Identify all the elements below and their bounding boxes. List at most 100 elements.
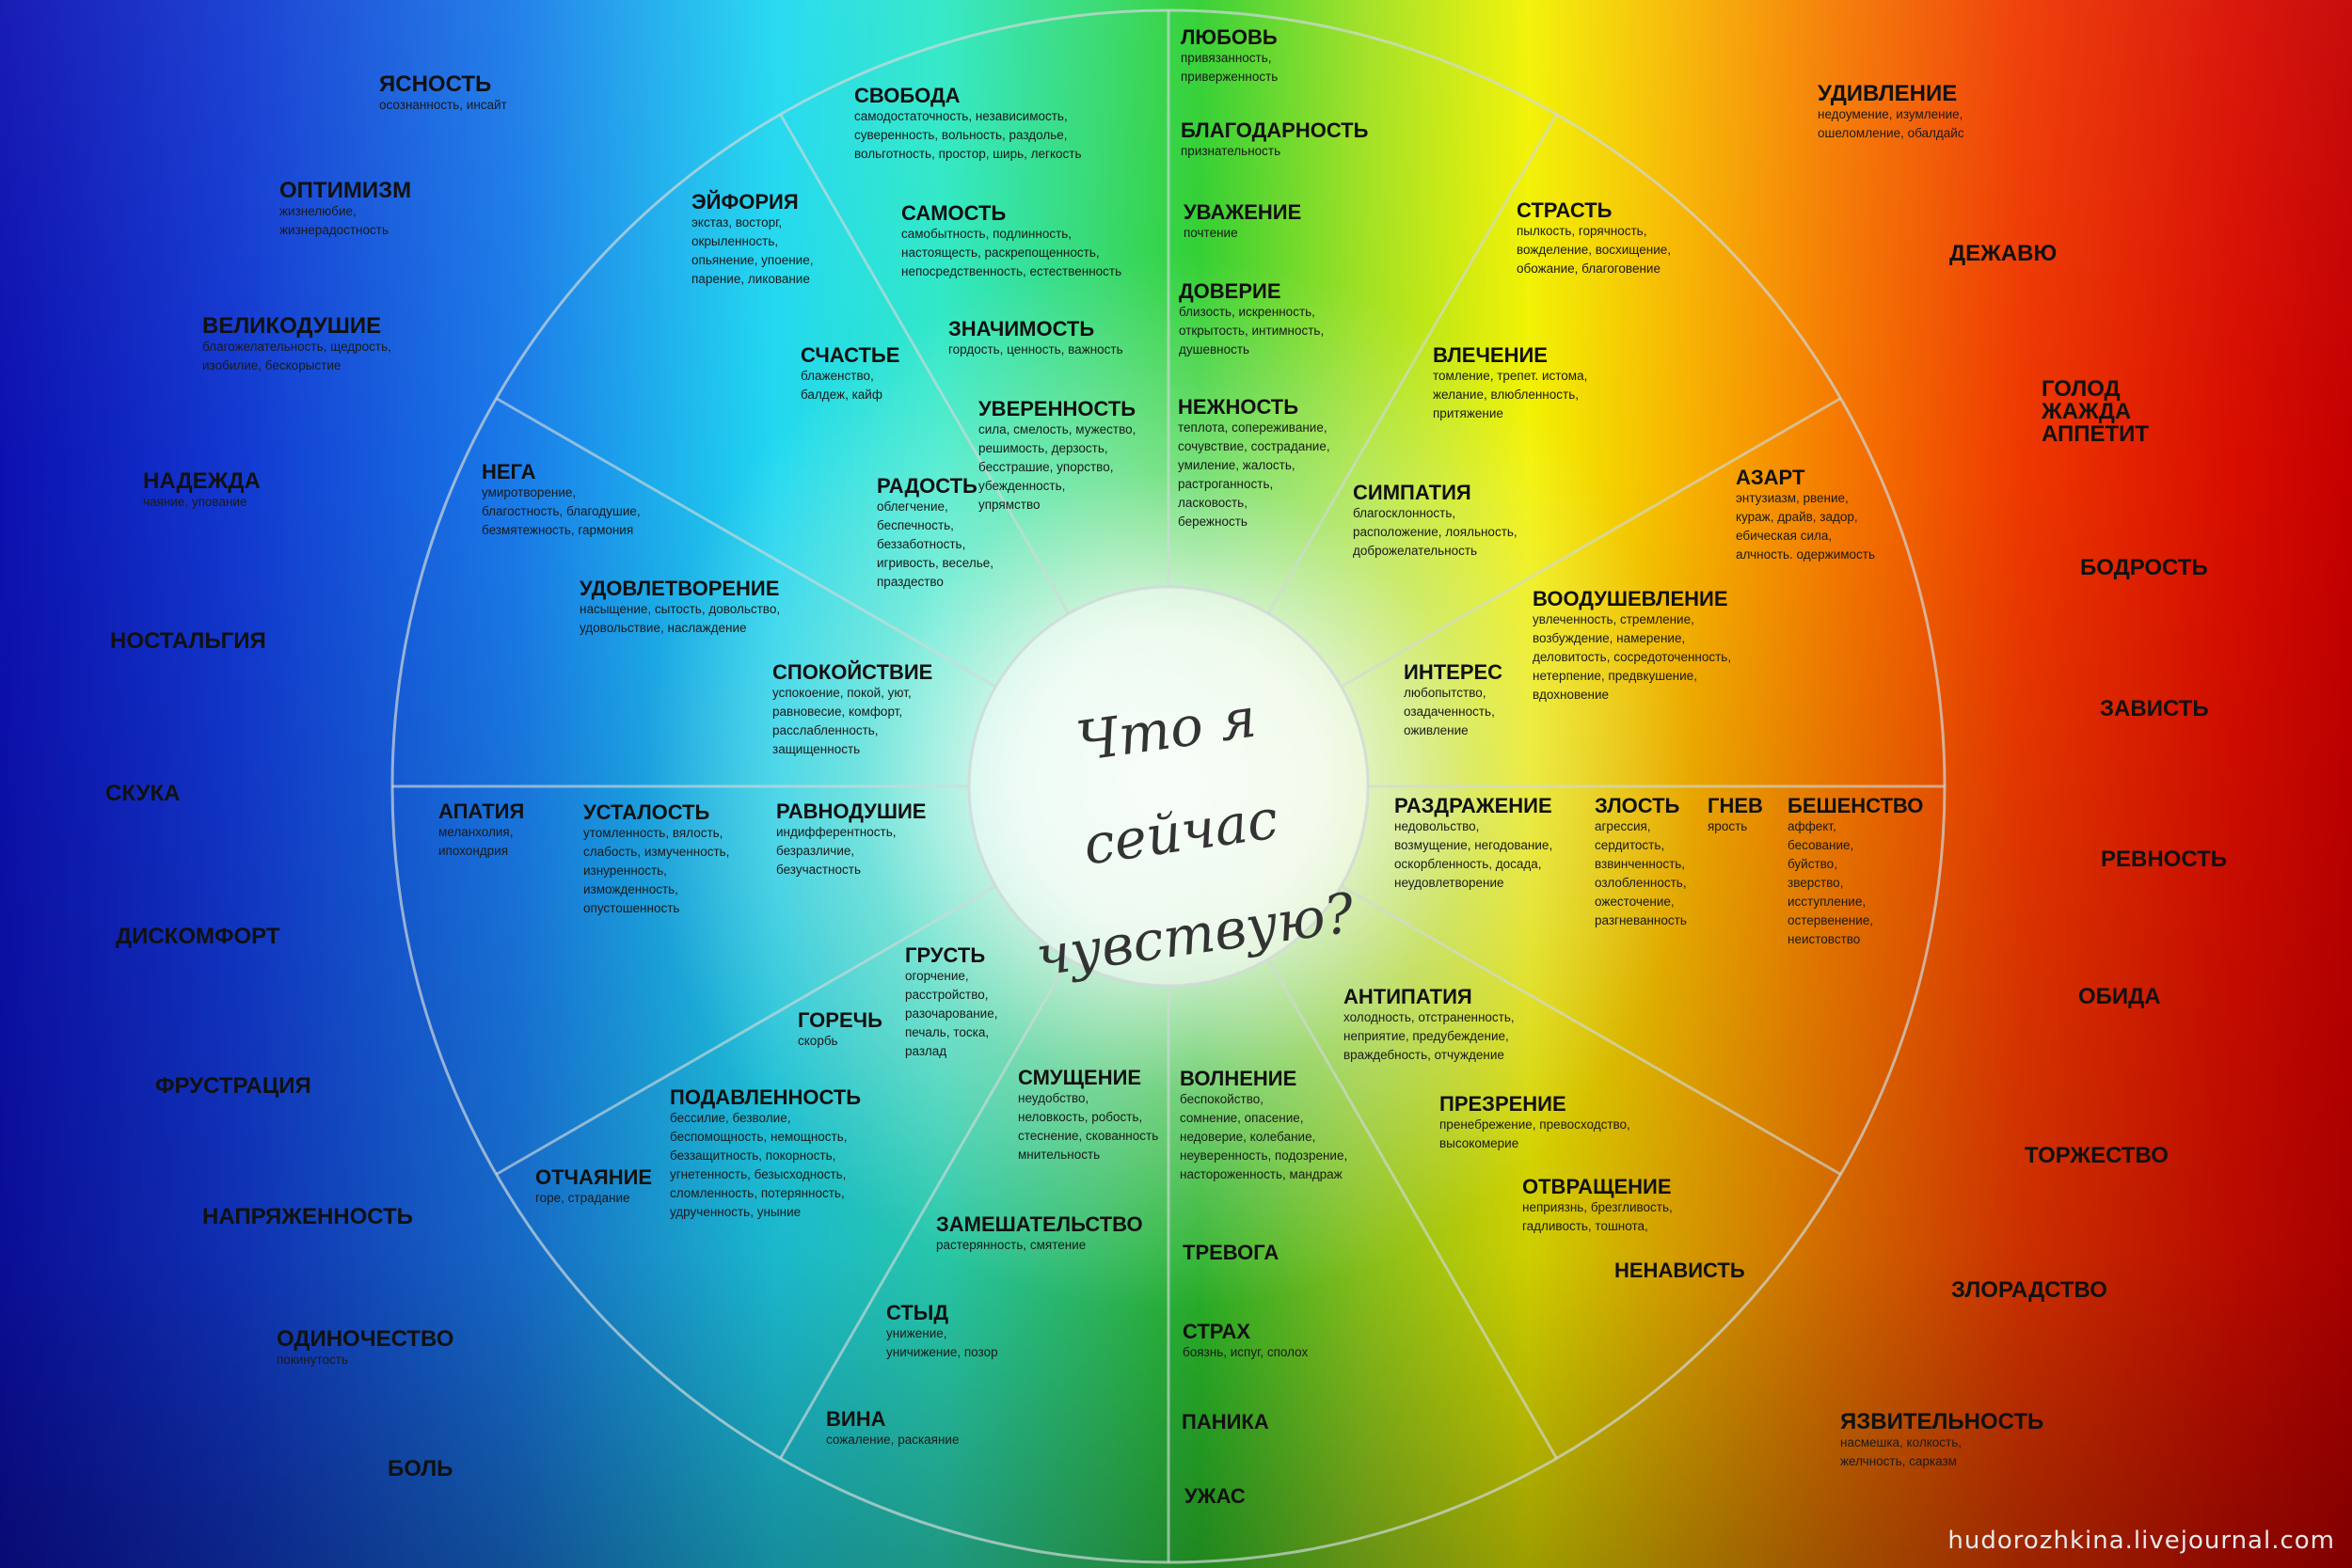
- emotion-title: СКУКА: [105, 781, 181, 806]
- emotion-title: УДОВЛЕТВОРЕНИЕ: [580, 577, 780, 600]
- emotion-synonyms: успокоение, покой, уют, равновесие, комф…: [772, 686, 912, 756]
- emotion-synonyms: насмешка, колкость, желчность, сарказм: [1840, 1435, 1962, 1468]
- emotion-title: НЕГА: [482, 460, 536, 483]
- emotion-стыд: СТЫД унижение, уничижение, позор: [886, 1302, 998, 1362]
- emotion-ностальгия: НОСТАЛЬГИЯ: [110, 630, 266, 653]
- emotion-title: ЗЛОРАДСТВО: [1951, 1277, 2107, 1303]
- emotion-synonyms: аффект, бесование, буйство, зверство, ис…: [1788, 819, 1874, 946]
- emotion-synonyms: беспокойство, сомнение, опасение, недове…: [1180, 1092, 1348, 1181]
- emotion-title: БОЛЬ: [388, 1456, 453, 1481]
- emotion-title: ВЛЕЧЕНИЕ: [1433, 343, 1548, 367]
- emotion-title: УДИВЛЕНИЕ: [1818, 81, 1958, 106]
- emotion-title: УСТАЛОСТЬ: [583, 800, 710, 824]
- emotion-фрустрация: ФРУСТРАЦИЯ: [155, 1075, 311, 1098]
- emotion-голод: ГОЛОД ЖАЖДА АППЕТИТ: [2042, 378, 2149, 446]
- emotion-нежность: НЕЖНОСТЬ теплота, сопереживание, сочувств…: [1178, 396, 1330, 531]
- emotion-title: ЗАВИСТЬ: [2100, 696, 2209, 721]
- emotion-грусть: ГРУСТЬ огорчение, расстройство, разочаров…: [905, 944, 997, 1061]
- emotion-счастье: СЧАСТЬЕ блаженство, балдеж, кайф: [801, 344, 899, 404]
- emotion-title: СПОКОЙСТВИЕ: [772, 660, 933, 684]
- emotion-synonyms: почтение: [1184, 226, 1238, 240]
- emotion-title: ФРУСТРАЦИЯ: [155, 1073, 311, 1099]
- emotion-смущение: СМУЩЕНИЕ неудобство, неловкость, робость,…: [1018, 1067, 1158, 1164]
- emotion-synonyms: самодостаточность, независимость, сувере…: [854, 109, 1082, 161]
- wheel-spokes: [392, 10, 1945, 1562]
- emotion-synonyms: ярость: [1708, 819, 1748, 833]
- emotion-интерес: ИНТЕРЕС любопытство, озадаченность, оживл…: [1404, 661, 1502, 740]
- emotion-title: УВЕРЕННОСТЬ: [978, 397, 1136, 420]
- emotion-одиночество: ОДИНОЧЕСТВО покинутость: [277, 1328, 453, 1370]
- emotion-тревога: ТРЕВОГА: [1183, 1242, 1279, 1264]
- emotion-synonyms: покинутость: [277, 1353, 348, 1367]
- emotion-title: РЕВНОСТЬ: [2101, 847, 2227, 872]
- emotion-нега: НЕГА умиротворение, благостность, благоду…: [482, 461, 641, 540]
- emotion-synonyms: скорбь: [798, 1034, 838, 1048]
- emotion-synonyms: недоумение, изумление, ошеломление, обал…: [1818, 107, 1964, 140]
- emotion-влечение: ВЛЕЧЕНИЕ томление, трепет. истома, желани…: [1433, 344, 1587, 423]
- emotion-synonyms: унижение, уничижение, позор: [886, 1326, 998, 1359]
- emotion-synonyms: сожаление, раскаяние: [826, 1433, 960, 1447]
- emotion-надежда: НАДЕЖДА чаяние, упование: [143, 470, 261, 512]
- emotion-ревность: РЕВНОСТЬ: [2101, 848, 2227, 871]
- emotion-доверие: ДОВЕРИЕ близость, искренность, открытость…: [1179, 280, 1324, 359]
- emotion-зависть: ЗАВИСТЬ: [2100, 698, 2209, 721]
- emotion-бодрость: БОДРОСТЬ: [2080, 557, 2208, 579]
- emotion-дежавю: ДЕЖАВЮ: [1949, 243, 2057, 265]
- wheel-spoke: [1340, 397, 1842, 689]
- emotion-дискомфорт: ДИСКОМФОРТ: [116, 926, 280, 948]
- emotion-title: УВАЖЕНИЕ: [1184, 200, 1302, 224]
- emotion-title: СЧАСТЬЕ: [801, 343, 900, 367]
- emotion-title: ЯЗВИТЕЛЬНОСТЬ: [1840, 1409, 2044, 1434]
- emotion-synonyms: экстаз, восторг, окрыленность, опьянение…: [691, 215, 814, 286]
- emotion-synonyms: самобытность, подлинность, настоящесть, …: [901, 227, 1122, 278]
- emotion-synonyms: меланхолия, ипохондрия: [438, 825, 514, 858]
- emotion-title: СТЫД: [886, 1301, 948, 1324]
- emotion-synonyms: огорчение, расстройство, разочарование, …: [905, 969, 998, 1058]
- emotion-title: ОБИДА: [2078, 984, 2161, 1009]
- emotion-title: САМОСТЬ: [901, 201, 1007, 225]
- emotion-title: ОПТИМИЗМ: [279, 178, 412, 203]
- emotion-synonyms: агрессия, сердитость, взвинченность, озл…: [1595, 819, 1687, 927]
- emotion-synonyms: растерянность, смятение: [936, 1238, 1087, 1252]
- emotion-оптимизм: ОПТИМИЗМ жизнелюбие, жизнерадостность: [279, 180, 411, 240]
- emotion-synonyms: пренебрежение, превосходство, высокомери…: [1439, 1117, 1630, 1150]
- emotion-synonyms: теплота, сопереживание, сочувствие, сост…: [1178, 420, 1330, 529]
- emotion-title: НАПРЯЖЕННОСТЬ: [202, 1204, 413, 1229]
- emotion-title: РАЗДРАЖЕНИЕ: [1394, 794, 1552, 817]
- emotion-удовлетворение: УДОВЛЕТВОРЕНИЕ насыщение, сытость, доволь…: [580, 578, 780, 638]
- emotion-synonyms: облегчение, беспечность, беззаботность, …: [877, 499, 994, 589]
- emotion-title: ВИНА: [826, 1407, 886, 1431]
- emotion-synonyms: любопытство, озадаченность, оживление: [1404, 686, 1495, 737]
- emotion-title: ОТВРАЩЕНИЕ: [1522, 1175, 1672, 1198]
- emotion-воодушевление: ВООДУШЕВЛЕНИЕ увлеченность, стремление, в…: [1533, 588, 1731, 705]
- emotion-title: ЗЛОСТЬ: [1595, 794, 1680, 817]
- emotion-title: БОДРОСТЬ: [2080, 555, 2208, 580]
- emotion-гнев: ГНЕВ ярость: [1708, 795, 1763, 836]
- emotion-title: АПАТИЯ: [438, 800, 525, 823]
- emotion-title: АНТИПАТИЯ: [1343, 985, 1472, 1008]
- emotion-title: ОДИНОЧЕСТВО: [277, 1326, 454, 1352]
- emotion-title: СМУЩЕНИЕ: [1018, 1066, 1142, 1089]
- emotion-title: ПАНИКА: [1182, 1410, 1269, 1433]
- emotion-synonyms: жизнелюбие, жизнерадостность: [279, 204, 389, 237]
- emotion-title: АЗАРТ: [1736, 466, 1805, 489]
- emotion-title: ДЕЖАВЮ: [1949, 241, 2058, 266]
- emotion-боль: БОЛЬ: [388, 1458, 453, 1481]
- wheel-spoke: [1340, 884, 1842, 1176]
- emotion-уверенность: УВЕРЕННОСТЬ сила, смелость, мужество, реш…: [978, 398, 1136, 515]
- wheel-spoke: [495, 397, 997, 689]
- emotion-synonyms: близость, искренность, открытость, интим…: [1179, 305, 1325, 356]
- emotion-любовь: ЛЮБОВЬ привязанность, приверженность: [1181, 26, 1278, 87]
- emotion-подавленность: ПОДАВЛЕННОСТЬ бессилие, безволие, беспомо…: [670, 1086, 861, 1222]
- emotion-спокойствие: СПОКОЙСТВИЕ успокоение, покой, уют, равно…: [772, 661, 932, 759]
- emotion-synonyms: пылкость, горячность, вожделение, восхищ…: [1517, 224, 1672, 276]
- emotion-synonyms: насыщение, сытость, довольство, удовольс…: [580, 602, 781, 635]
- emotion-synonyms: осознанность, инсайт: [379, 98, 507, 112]
- emotion-title: ОТЧАЯНИЕ: [535, 1165, 653, 1189]
- emotion-самость: САМОСТЬ самобытность, подлинность, настоя…: [901, 202, 1121, 281]
- emotion-title: ГОЛОД ЖАЖДА АППЕТИТ: [2042, 376, 2150, 447]
- emotion-апатия: АПАТИЯ меланхолия, ипохондрия: [438, 800, 524, 861]
- emotion-synonyms: индифферентность, безразличие, безучастн…: [776, 825, 897, 877]
- emotion-обида: ОБИДА: [2078, 986, 2161, 1008]
- emotion-title: ГНЕВ: [1708, 794, 1763, 817]
